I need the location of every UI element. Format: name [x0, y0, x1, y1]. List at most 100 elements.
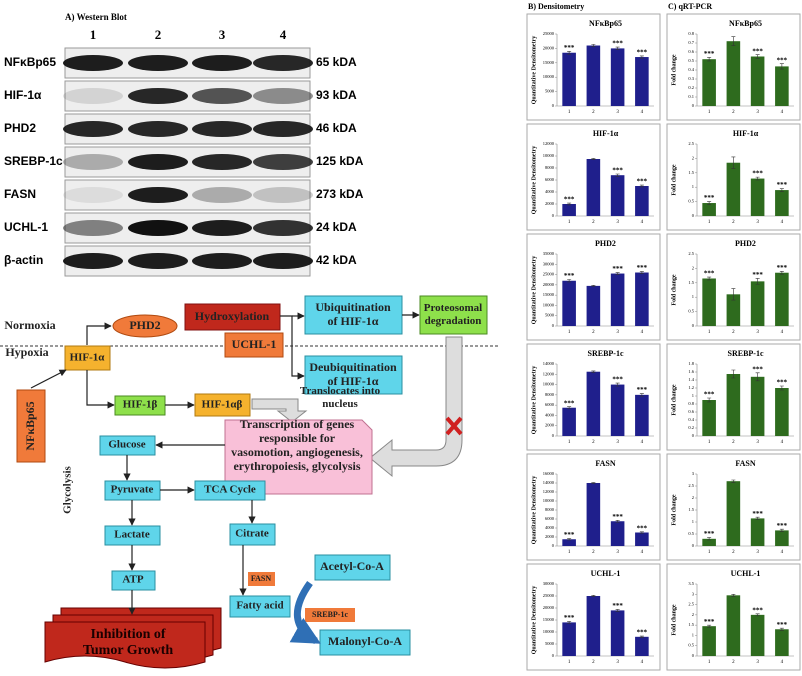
- node-label: vasomotion, angiogenesis,: [231, 445, 363, 459]
- size-label: 65 kDA: [316, 55, 357, 69]
- error-bar: [615, 272, 620, 275]
- protein-label: NFκBp65: [4, 55, 56, 69]
- error-bar: [707, 276, 712, 281]
- error-bar: [615, 46, 620, 50]
- y-tick-label: 14000: [543, 361, 555, 366]
- node-label: Acetyl-Co-A: [320, 559, 384, 573]
- y-tick-label: 0.8: [688, 401, 694, 406]
- x-tick-label: 3: [616, 220, 619, 225]
- y-tick-label: 1.8: [688, 361, 694, 366]
- significance-label: ***: [637, 264, 648, 272]
- bar: [775, 190, 789, 216]
- y-tick-label: 8000: [545, 165, 555, 170]
- y-tick-label: 1: [692, 519, 694, 524]
- significance-label: ***: [704, 270, 715, 278]
- y-tick-label: 0.3: [688, 76, 694, 81]
- x-tick-label: 4: [641, 330, 644, 335]
- size-label: 93 kDA: [316, 88, 357, 102]
- bar: [775, 272, 789, 326]
- node-label: NFκBp65: [23, 401, 37, 450]
- band: [253, 88, 313, 104]
- x-tick-label: 1: [708, 330, 711, 335]
- y-tick-label: 10000: [543, 302, 555, 307]
- significance-label: ***: [704, 50, 715, 58]
- chart-title: SREBP-1c: [728, 349, 764, 358]
- error-bar: [639, 531, 644, 534]
- y-tick-label: 0.6: [688, 49, 694, 54]
- error-bar: [639, 184, 644, 188]
- error-bar: [731, 369, 736, 379]
- size-label: 42 kDA: [316, 253, 357, 267]
- y-axis-label: Fold change: [671, 604, 677, 636]
- node-label: Inhibition of: [90, 627, 165, 642]
- significance-label: ***: [777, 522, 788, 530]
- pathway-diagram: Normoxia Hypoxia PHD2 Hydroxylation Ubiquiti…: [0, 295, 500, 669]
- node-label: HIF-1β: [123, 399, 158, 411]
- x-tick-label: 4: [781, 440, 784, 445]
- node-label: Normoxia: [4, 318, 55, 332]
- x-tick-label: 1: [708, 660, 711, 665]
- significance-label: ***: [752, 365, 763, 373]
- y-tick-label: 1.5: [688, 170, 694, 175]
- y-tick-label: 0.8: [688, 31, 694, 36]
- y-tick-label: 12000: [543, 489, 555, 494]
- y-tick-label: 8000: [545, 392, 555, 397]
- x-tick-label: 1: [708, 220, 711, 225]
- chart-title: PHD2: [735, 239, 756, 248]
- y-axis-label: Quantitative Densitometry: [531, 36, 537, 105]
- y-tick-label: 1: [692, 184, 694, 189]
- y-tick-label: 0: [552, 543, 555, 548]
- x-tick-label: 3: [756, 550, 759, 555]
- x-tick-label: 1: [708, 110, 711, 115]
- bar: [702, 626, 716, 656]
- y-tick-label: 0.5: [688, 309, 694, 314]
- bar: [775, 530, 789, 546]
- y-axis-label: Fold change: [671, 494, 677, 526]
- node-label: responsible for: [259, 431, 336, 445]
- bar: [562, 407, 576, 436]
- y-tick-label: 6000: [545, 177, 555, 182]
- band: [128, 220, 188, 236]
- lane-label: 1: [90, 27, 97, 42]
- node-shape: [229, 595, 291, 618]
- protein-label: SREBP-1c: [4, 154, 63, 168]
- node-shape: [419, 295, 488, 335]
- error-bar: [779, 528, 784, 532]
- node-label: Proteosomal: [424, 302, 482, 314]
- node-label: FASN: [251, 574, 272, 583]
- error-bar: [591, 284, 596, 287]
- band: [63, 88, 123, 104]
- error-bar: [591, 158, 596, 160]
- band: [253, 55, 313, 71]
- band: [192, 187, 252, 203]
- bar: [635, 636, 649, 656]
- panel-title: C) qRT-PCR: [668, 2, 712, 11]
- protein-label: FASN: [4, 187, 36, 201]
- band: [128, 88, 188, 104]
- y-tick-label: 0: [552, 323, 555, 328]
- significance-label: ***: [564, 196, 575, 204]
- significance-label: ***: [777, 56, 788, 64]
- y-tick-label: 5000: [545, 89, 555, 94]
- y-tick-label: 6000: [545, 516, 555, 521]
- y-tick-label: 0.4: [688, 417, 694, 422]
- y-tick-label: 0.7: [688, 40, 694, 45]
- bar: [586, 45, 601, 106]
- band: [192, 121, 252, 137]
- x-tick-label: 3: [756, 440, 759, 445]
- chart-title: FASN: [595, 459, 616, 468]
- node-label: HIF-1αβ: [202, 399, 243, 411]
- error-bar: [707, 57, 712, 62]
- bar: [750, 614, 765, 656]
- x-tick-label: 2: [592, 550, 595, 555]
- node-label: Translocates into: [300, 385, 381, 397]
- x-tick-label: 1: [708, 440, 711, 445]
- chart-title: FASN: [735, 459, 756, 468]
- arrow: [289, 580, 321, 645]
- significance-label: ***: [637, 629, 648, 637]
- significance-label: ***: [704, 530, 715, 538]
- node-shape: [224, 332, 284, 358]
- band: [192, 55, 252, 71]
- error-bar: [567, 538, 572, 541]
- y-tick-label: 10000: [543, 382, 555, 387]
